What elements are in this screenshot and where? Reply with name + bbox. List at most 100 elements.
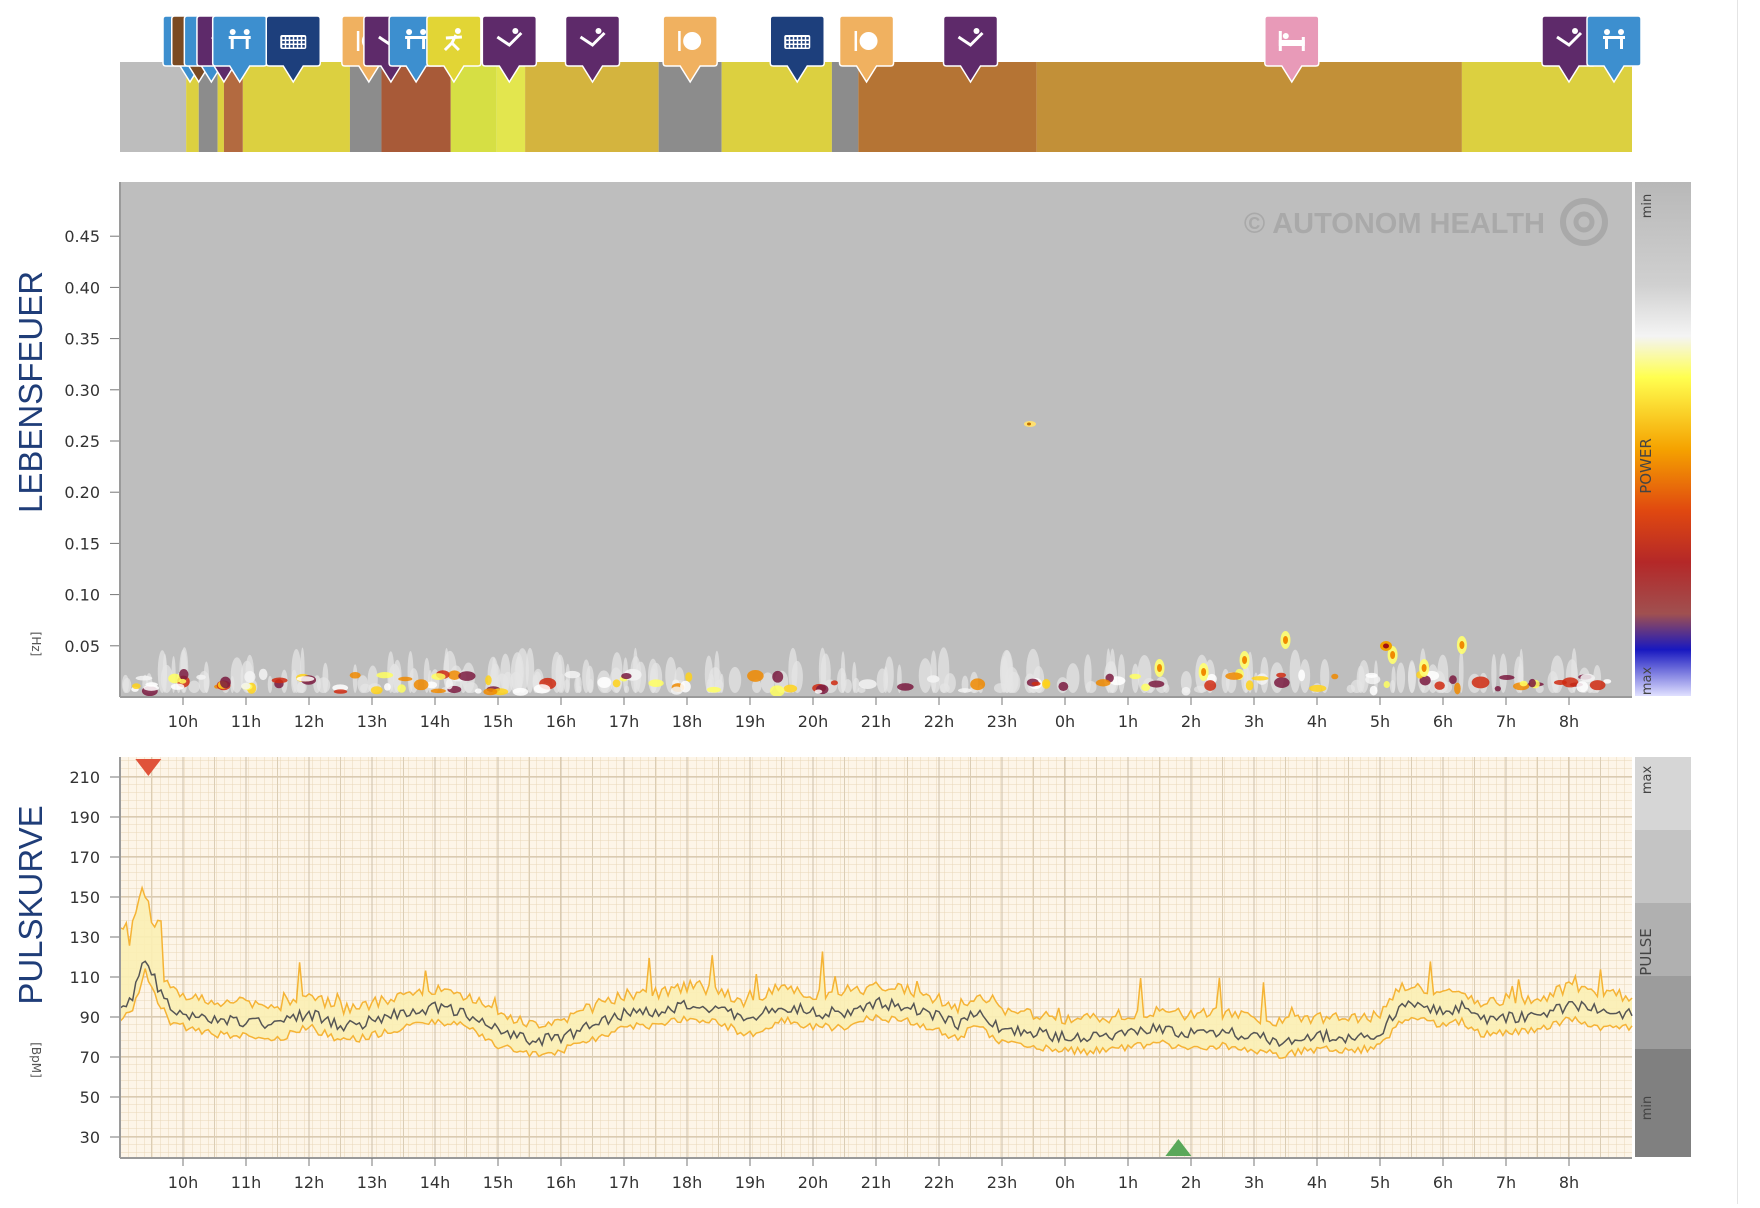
relax-icon[interactable] [564, 15, 621, 84]
key-shape [786, 45, 789, 48]
power-spot [1245, 680, 1254, 691]
relax-icon[interactable] [481, 15, 538, 84]
power-legend [1635, 182, 1691, 696]
spectrogram-x-axis: 10h 11h 12h 13h 14h 15h 16h 17h 18h 19h 20h 21h 22h 2… [168, 697, 1579, 731]
power-spot [135, 675, 153, 681]
key-shape [286, 41, 289, 44]
power-spot [1562, 677, 1579, 688]
key-shape [298, 37, 301, 40]
power-spot [370, 686, 383, 695]
y-tick-label: 30 [80, 1128, 100, 1147]
x-tick-label: 3h [1244, 712, 1264, 731]
relax-icon[interactable] [942, 15, 999, 84]
relax-icon[interactable] [1541, 15, 1597, 84]
power-spot [706, 686, 721, 693]
x-tick-label: 15h [483, 1173, 514, 1192]
x-tick-label: 6h [1433, 712, 1453, 731]
x-tick-label: 21h [861, 1173, 892, 1192]
power-spot [1251, 676, 1269, 681]
computer-icon[interactable] [265, 15, 321, 84]
power-haze [291, 669, 298, 693]
key-shape [802, 41, 805, 44]
key-shape [798, 37, 801, 40]
power-haze [649, 662, 663, 693]
power-spot [458, 671, 476, 681]
power-spot [1058, 681, 1069, 692]
power-haze [843, 679, 852, 694]
x-tick-label: 1h [1118, 1173, 1138, 1192]
x-tick-label: 18h [672, 1173, 703, 1192]
activity-strip [120, 62, 1632, 152]
recline-shape [496, 31, 523, 47]
power-spot [1309, 684, 1327, 692]
power-haze [387, 651, 395, 693]
x-tick-label: 18h [672, 712, 703, 731]
key-shape [302, 45, 305, 48]
y-tick-label: 110 [69, 968, 100, 987]
y-tick-label: 130 [69, 928, 100, 947]
power-haze [918, 658, 932, 693]
computer-icon[interactable] [769, 15, 825, 84]
eat-icon[interactable] [662, 15, 718, 84]
power-spot [1274, 677, 1290, 688]
eat-icon[interactable] [838, 15, 895, 84]
meeting-icon[interactable] [1586, 15, 1642, 84]
x-tick-label: 13h [357, 1173, 388, 1192]
power-spot [621, 673, 632, 680]
sleep-icon[interactable] [1264, 15, 1320, 84]
power-spot [533, 684, 551, 694]
pulse-lower-line [119, 968, 1633, 1059]
power-spot [474, 688, 482, 694]
power-spot [1589, 680, 1606, 691]
power-haze [719, 673, 724, 693]
power-spot [241, 682, 251, 690]
x-tick-label: 0h [1055, 712, 1075, 731]
power-haze [555, 654, 565, 693]
table-shape [405, 36, 428, 39]
power-haze [352, 664, 358, 693]
activity-icons [162, 15, 1642, 84]
pulse-legend-min: min [1640, 1096, 1655, 1121]
power-spot [196, 674, 206, 680]
key-shape [290, 45, 293, 48]
x-tick-label: 16h [546, 712, 577, 731]
power-spot [512, 687, 529, 696]
power-haze [751, 679, 762, 693]
power-spot [425, 681, 438, 689]
power-spot [685, 672, 693, 682]
power-core [1157, 664, 1162, 672]
power-spot [1129, 673, 1142, 680]
y-tick-label: 150 [69, 888, 100, 907]
pillow-shape [1282, 33, 1289, 39]
key-shape [298, 45, 301, 48]
power-spot [1369, 685, 1378, 696]
key-shape [794, 41, 797, 44]
power-spot [747, 669, 764, 682]
power-spot [1576, 681, 1589, 693]
spectrogram-watermark: © AUTONOM HEALTH [1244, 208, 1545, 240]
icon-marker-shape [1264, 15, 1320, 84]
power-spot [168, 673, 182, 684]
plate-shape [683, 32, 702, 50]
key-shape [282, 37, 285, 40]
x-tick-label: 23h [987, 712, 1018, 731]
power-haze [728, 666, 742, 693]
power-spot [178, 678, 187, 684]
power-haze [587, 678, 594, 693]
person-head [406, 29, 413, 35]
pulse-unit: [BpM] [29, 1042, 43, 1078]
leg-shape [1620, 39, 1623, 49]
power-spot [1181, 686, 1191, 696]
key-shape [282, 41, 285, 44]
fork-shape [854, 31, 858, 51]
key-shape [790, 41, 793, 44]
pulse-major-grid [120, 757, 1632, 1157]
activity-segment [721, 62, 832, 152]
power-spot [179, 669, 189, 681]
key-shape [786, 41, 789, 44]
power-haze [407, 651, 414, 693]
x-tick-label: 21h [861, 712, 892, 731]
power-haze [840, 651, 846, 693]
sport-icon[interactable] [426, 15, 482, 84]
runner-shape [443, 34, 462, 52]
